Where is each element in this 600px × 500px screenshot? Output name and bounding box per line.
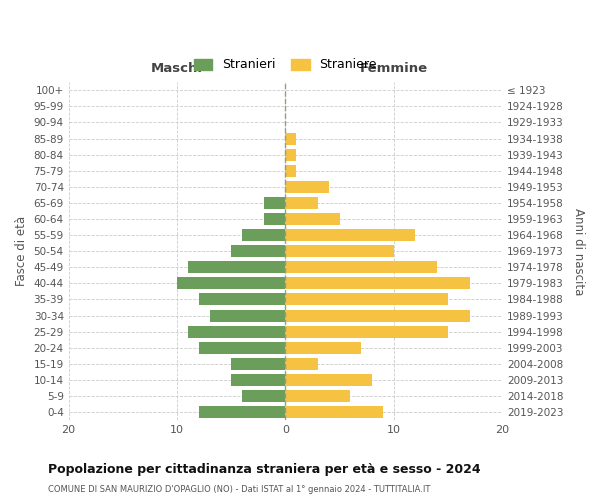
- Bar: [286, 342, 361, 354]
- Bar: [286, 164, 296, 177]
- Text: COMUNE DI SAN MAURIZIO D'OPAGLIO (NO) - Dati ISTAT al 1° gennaio 2024 - TUTTITAL: COMUNE DI SAN MAURIZIO D'OPAGLIO (NO) - …: [48, 485, 430, 494]
- Bar: [286, 229, 415, 241]
- Bar: [286, 278, 470, 289]
- Bar: [286, 132, 296, 144]
- Legend: Stranieri, Straniere: Stranieri, Straniere: [190, 54, 381, 75]
- Bar: [242, 229, 286, 241]
- Bar: [199, 406, 286, 418]
- Bar: [263, 197, 286, 209]
- Bar: [286, 294, 448, 306]
- Text: Femmine: Femmine: [359, 62, 428, 76]
- Bar: [286, 374, 372, 386]
- Bar: [286, 213, 340, 225]
- Bar: [199, 342, 286, 354]
- Bar: [188, 262, 286, 274]
- Bar: [188, 326, 286, 338]
- Bar: [263, 213, 286, 225]
- Bar: [286, 326, 448, 338]
- Bar: [286, 245, 394, 257]
- Bar: [231, 374, 286, 386]
- Bar: [286, 390, 350, 402]
- Bar: [177, 278, 286, 289]
- Bar: [286, 406, 383, 418]
- Bar: [286, 181, 329, 193]
- Bar: [209, 310, 286, 322]
- Bar: [286, 262, 437, 274]
- Bar: [231, 358, 286, 370]
- Bar: [286, 310, 470, 322]
- Bar: [286, 358, 318, 370]
- Y-axis label: Fasce di età: Fasce di età: [15, 216, 28, 286]
- Bar: [231, 245, 286, 257]
- Text: Popolazione per cittadinanza straniera per età e sesso - 2024: Popolazione per cittadinanza straniera p…: [48, 462, 481, 475]
- Bar: [286, 148, 296, 160]
- Bar: [199, 294, 286, 306]
- Text: Maschi: Maschi: [151, 62, 203, 76]
- Y-axis label: Anni di nascita: Anni di nascita: [572, 208, 585, 295]
- Bar: [286, 197, 318, 209]
- Bar: [242, 390, 286, 402]
